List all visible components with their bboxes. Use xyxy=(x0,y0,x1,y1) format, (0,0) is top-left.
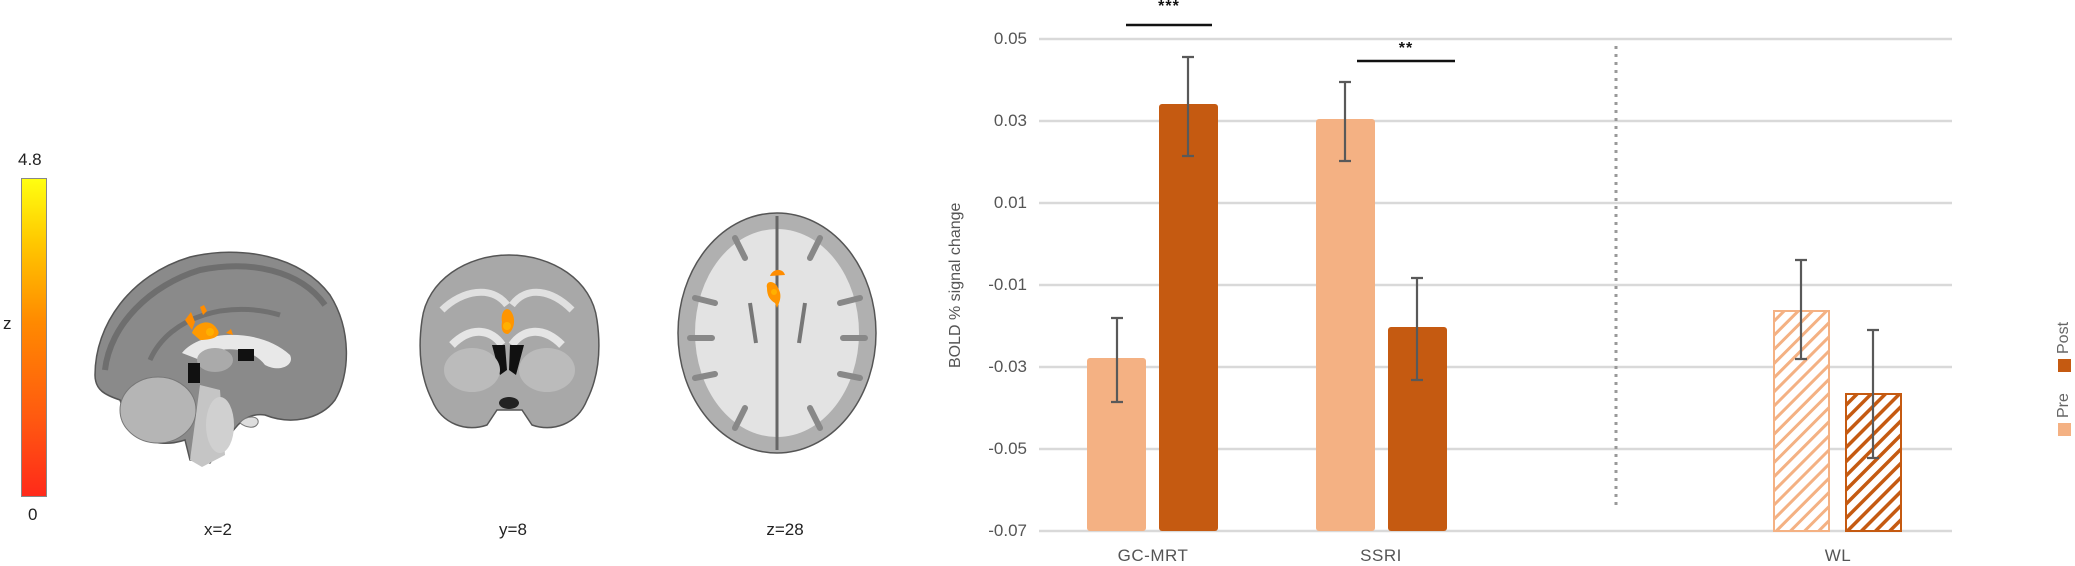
y-tick: -0.05 xyxy=(988,439,1027,458)
colorbar-max-label: 4.8 xyxy=(18,150,42,169)
axial-brain-slice xyxy=(677,212,877,454)
y-tick: -0.03 xyxy=(988,357,1027,376)
significance-stars-ssri: ** xyxy=(1398,40,1414,57)
sagittal-coordinate-label: x=2 xyxy=(204,520,232,539)
colorbar xyxy=(21,178,47,497)
legend-label-post: Post xyxy=(2055,321,2072,354)
legend-swatch-post xyxy=(2058,359,2071,372)
bar-ssri-post xyxy=(1388,327,1447,531)
bar-gcmrt-post xyxy=(1159,104,1218,531)
bar-ssri-pre xyxy=(1316,119,1375,531)
y-tick: -0.01 xyxy=(988,275,1027,294)
bar-gcmrt-pre xyxy=(1087,358,1146,531)
legend: Pre Post xyxy=(2050,300,2075,450)
y-tick: 0.03 xyxy=(993,111,1027,130)
colorbar-min-label: 0 xyxy=(28,505,38,524)
legend-swatch-pre xyxy=(2058,423,2071,436)
sagittal-brain-slice xyxy=(94,251,348,467)
coronal-brain-slice xyxy=(419,254,600,429)
y-tick: -0.07 xyxy=(988,521,1027,540)
error-bars xyxy=(1111,55,1879,460)
x-category-label: WL xyxy=(1824,546,1852,565)
axial-coordinate-label: z=28 xyxy=(766,520,804,539)
colorbar-axis-label: z xyxy=(3,314,12,333)
y-tick: 0.01 xyxy=(993,193,1027,212)
y-tick: 0.05 xyxy=(993,29,1027,48)
x-category-label: SSRI xyxy=(1360,546,1402,565)
legend-label-pre: Pre xyxy=(2055,393,2072,418)
x-category-label: GC-MRT xyxy=(1117,546,1189,565)
significance-stars-gcmrt: *** xyxy=(1158,0,1180,15)
coronal-coordinate-label: y=8 xyxy=(499,520,527,539)
